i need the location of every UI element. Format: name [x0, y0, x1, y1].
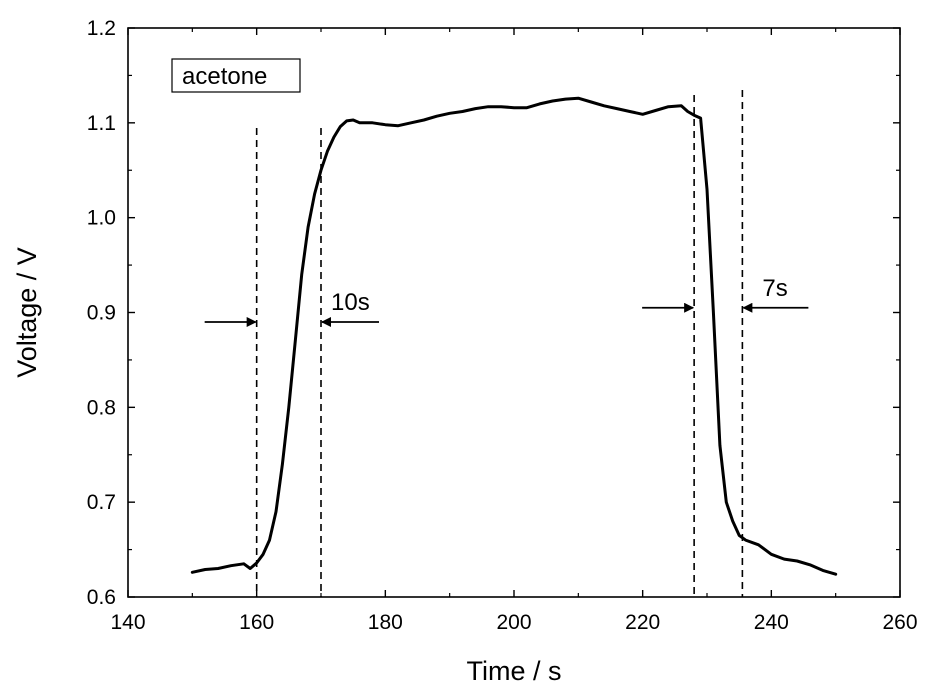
legend-label: acetone [182, 63, 267, 90]
y-tick-label: 0.6 [87, 586, 116, 609]
marker-lines [255, 90, 744, 597]
data-series [190, 96, 838, 576]
y-tick-label: 0.8 [87, 396, 116, 419]
x-tick-label: 200 [496, 611, 531, 634]
legend-box: acetone [171, 58, 301, 93]
x-tick-label: 220 [625, 611, 660, 634]
series-line [190, 96, 838, 576]
y-tick-label: 0.7 [87, 491, 116, 514]
axes: 140 160 180 200 220 240 260 0.6 0.7 0.8 0.9 1.0 1.1 1… [87, 17, 918, 634]
y-tick-label: 1.0 [87, 207, 116, 230]
x-tick-label: 260 [882, 611, 917, 634]
annotation-label: 10s [331, 289, 370, 316]
y-tick-label: 1.1 [87, 112, 116, 135]
x-axis-title: Time / s [466, 656, 561, 686]
x-tick-label: 140 [110, 611, 145, 634]
legend-frame [171, 58, 301, 93]
y-tick-label: 0.9 [87, 302, 116, 325]
x-tick-label: 240 [754, 611, 789, 634]
y-tick-label: 1.2 [87, 17, 116, 40]
x-tick-label: 180 [368, 611, 403, 634]
y-axis-title: Voltage / V [12, 247, 42, 378]
x-tick-label: 160 [239, 611, 274, 634]
annotations: 10s 7s [204, 275, 809, 327]
plot-frame [127, 27, 901, 598]
annotation-label: 7s [762, 275, 787, 302]
